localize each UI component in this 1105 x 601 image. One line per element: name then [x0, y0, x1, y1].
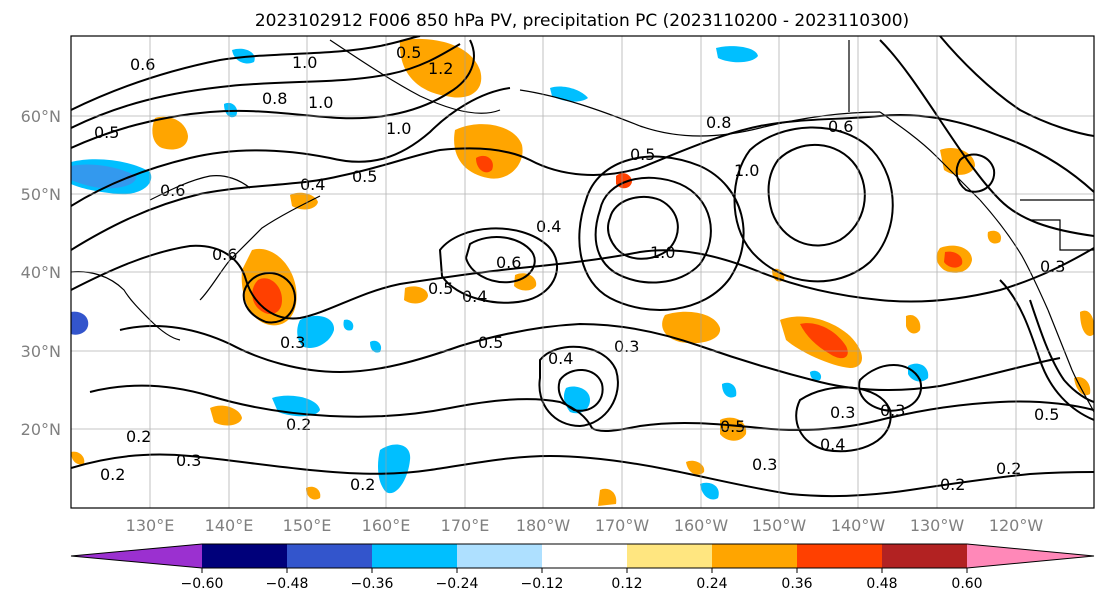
- contour-label: 0.6: [496, 253, 521, 272]
- contour-label: 0.3: [1040, 257, 1065, 276]
- contour-label: 0.2: [940, 475, 965, 494]
- contour-label: 0.3: [830, 403, 855, 422]
- contour-label: 0.6: [160, 181, 185, 200]
- lon-label: 180°W: [516, 516, 571, 535]
- contour-label: 0.2: [126, 427, 151, 446]
- lat-label: 30°N: [21, 342, 61, 361]
- colorbar-cell: [457, 544, 542, 568]
- map-frame: [70, 35, 1095, 509]
- lat-label: 40°N: [21, 263, 61, 282]
- contour-label: 0.3: [614, 337, 639, 356]
- colorbar-tick-label: 0.60: [951, 576, 982, 592]
- colorbar-cell: [882, 544, 967, 568]
- contour-label: 0.4: [820, 435, 845, 454]
- lat-label: 50°N: [21, 185, 61, 204]
- colorbar-tick-label: −0.24: [436, 576, 479, 592]
- contour-label: 0.5: [94, 123, 119, 142]
- contour-label: 0.8: [262, 89, 287, 108]
- colorbar-cell: [542, 544, 627, 568]
- lon-label: 130°W: [910, 516, 965, 535]
- colorbar-tick-label: −0.48: [266, 576, 309, 592]
- colorbar-cell: [797, 544, 882, 568]
- figure-title: 2023102912 F006 850 hPa PV, precipitatio…: [255, 11, 909, 31]
- lat-label: 20°N: [21, 420, 61, 439]
- pv-contours: [71, 36, 1094, 498]
- colorbar-cell: [372, 544, 457, 568]
- contour-label: 0.6: [130, 55, 155, 74]
- contour-label: 0.5: [478, 333, 503, 352]
- lon-label: 150°E: [283, 516, 332, 535]
- gridlines: [71, 36, 1094, 508]
- contour-label: 0.6: [828, 117, 853, 136]
- colorbar-tick-label: 0.36: [781, 576, 812, 592]
- contour-label: 0.5: [630, 145, 655, 164]
- colorbar-tick-label: 0.48: [866, 576, 897, 592]
- lon-label: 120°W: [989, 516, 1044, 535]
- lon-label: 160°W: [674, 516, 729, 535]
- colorbar-cell: [287, 544, 372, 568]
- colorbar-tick-label: −0.60: [181, 576, 224, 592]
- contour-label: 1.0: [734, 161, 759, 180]
- lon-label: 170°E: [441, 516, 490, 535]
- contour-label: 0.4: [300, 175, 325, 194]
- lon-label: 140°E: [205, 516, 254, 535]
- colorbar-cell: [967, 544, 1094, 568]
- colorbar-tick-label: −0.36: [351, 576, 394, 592]
- contour-label: 0.2: [286, 415, 311, 434]
- contour-labels: 1.0 1.0 1.0 0.8 0.6 0.5 0.5 0.4 0.6 0.5 …: [94, 43, 1065, 494]
- lon-label: 160°E: [362, 516, 411, 535]
- contour-label: 0.5: [352, 167, 377, 186]
- latitude-labels: 60°N 50°N 40°N 30°N 20°N: [21, 107, 61, 439]
- contour-label: 1.0: [292, 53, 317, 72]
- contour-label: 0.5: [428, 279, 453, 298]
- contour-label: 0.6: [212, 245, 237, 264]
- contour-label: 0.2: [350, 475, 375, 494]
- colorbar: −0.60 −0.48 −0.36 −0.24 −0.12 0.12 0.24 …: [70, 543, 1095, 592]
- colorbar-tick-label: −0.12: [521, 576, 564, 592]
- lon-label: 170°W: [595, 516, 650, 535]
- contour-label: 0.5: [720, 417, 745, 436]
- contour-label: 0.4: [536, 217, 561, 236]
- longitude-labels: 130°E 140°E 150°E 160°E 170°E 180°W 170°…: [126, 516, 1044, 535]
- contour-label: 0.2: [996, 459, 1021, 478]
- contour-label: 0.3: [280, 333, 305, 352]
- contour-label: 1.0: [386, 119, 411, 138]
- contour-label: 0.4: [462, 287, 487, 306]
- colorbar-tick-label: 0.12: [611, 576, 642, 592]
- lon-label: 130°E: [126, 516, 175, 535]
- contour-label: 1.2: [428, 59, 453, 78]
- contour-label: 0.5: [1034, 405, 1059, 424]
- contour-label: 0.3: [176, 451, 201, 470]
- contour-label: 0.5: [396, 43, 421, 62]
- contour-label: 0.4: [548, 349, 573, 368]
- precip-shading-negative: [71, 46, 929, 500]
- lat-label: 60°N: [21, 107, 61, 126]
- colorbar-cell: [627, 544, 712, 568]
- colorbar-cell: [712, 544, 797, 568]
- contour-label: 0.3: [880, 401, 905, 420]
- colorbar-cell: [71, 544, 202, 568]
- contour-label: 0.2: [100, 465, 125, 484]
- lon-label: 140°W: [831, 516, 886, 535]
- contour-label: 0.3: [752, 455, 777, 474]
- lon-label: 150°W: [752, 516, 807, 535]
- map-panel: 1.0 1.0 1.0 0.8 0.6 0.5 0.5 0.4 0.6 0.5 …: [70, 35, 1095, 509]
- contour-label: 1.0: [308, 93, 333, 112]
- colorbar-tick-label: 0.24: [696, 576, 727, 592]
- contour-label: 0.8: [706, 113, 731, 132]
- colorbar-cell: [202, 544, 287, 568]
- contour-label: 1.0: [650, 243, 675, 262]
